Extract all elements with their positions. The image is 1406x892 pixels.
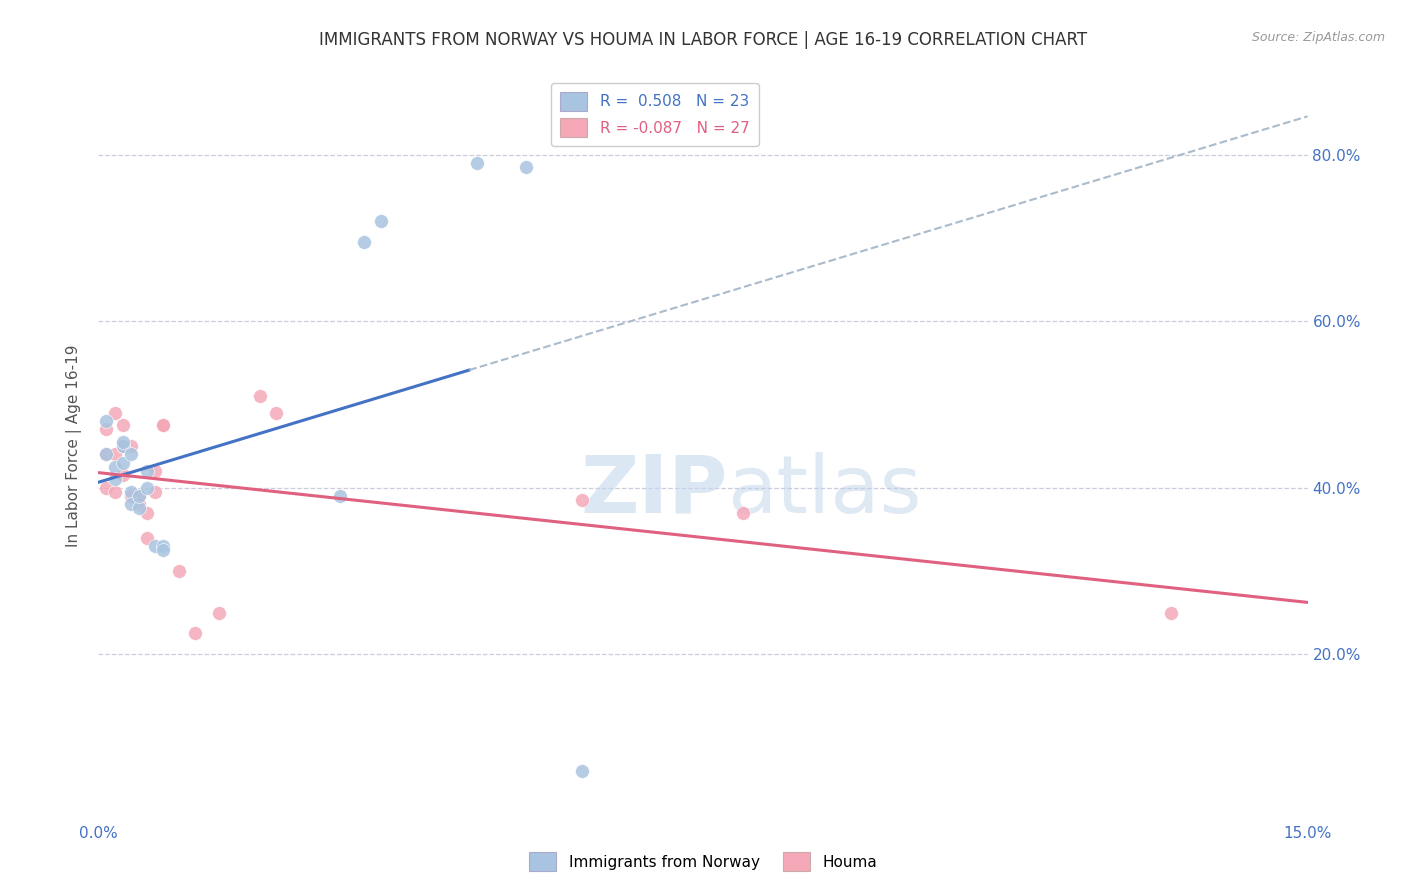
Point [120,447,142,461]
Point [152,543,174,558]
Point [1160,606,1182,620]
Point [120,439,142,453]
Text: atlas: atlas [727,452,921,530]
Point [120,497,142,511]
Point [111,439,134,453]
Point [96,481,118,495]
Point [143,464,166,478]
Point [96,422,118,436]
Point [135,506,157,520]
Point [143,539,166,553]
Point [111,439,134,453]
Point [571,764,593,778]
Point [120,484,142,499]
Point [465,156,488,170]
Point [111,456,134,470]
Point [103,447,125,461]
Point [128,489,150,503]
Point [353,235,375,249]
Point [103,406,125,420]
Point [120,489,142,503]
Point [103,484,125,499]
Point [571,493,593,508]
Point [152,418,174,433]
Point [103,472,125,486]
Point [111,468,134,483]
Point [135,531,157,545]
Point [264,406,287,420]
Point [143,484,166,499]
Legend: R =  0.508   N = 23, R = -0.087   N = 27: R = 0.508 N = 23, R = -0.087 N = 27 [551,83,758,146]
Text: ZIP: ZIP [579,452,727,530]
Point [111,434,134,449]
Y-axis label: In Labor Force | Age 16-19: In Labor Force | Age 16-19 [66,344,83,548]
Point [152,539,174,553]
Point [515,160,537,174]
Point [167,564,190,578]
Point [733,506,755,520]
Point [128,501,150,516]
Point [329,489,352,503]
Point [249,389,271,403]
Point [103,459,125,474]
Text: IMMIGRANTS FROM NORWAY VS HOUMA IN LABOR FORCE | AGE 16-19 CORRELATION CHART: IMMIGRANTS FROM NORWAY VS HOUMA IN LABOR… [319,31,1087,49]
Point [96,447,118,461]
Point [135,464,157,478]
Point [96,414,118,428]
Point [128,489,150,503]
Point [370,214,392,228]
Text: Source: ZipAtlas.com: Source: ZipAtlas.com [1251,31,1385,45]
Point [96,447,118,461]
Point [184,626,207,640]
Point [128,497,150,511]
Legend: Immigrants from Norway, Houma: Immigrants from Norway, Houma [523,847,883,877]
Point [135,481,157,495]
Point [152,418,174,433]
Point [208,606,231,620]
Point [111,418,134,433]
